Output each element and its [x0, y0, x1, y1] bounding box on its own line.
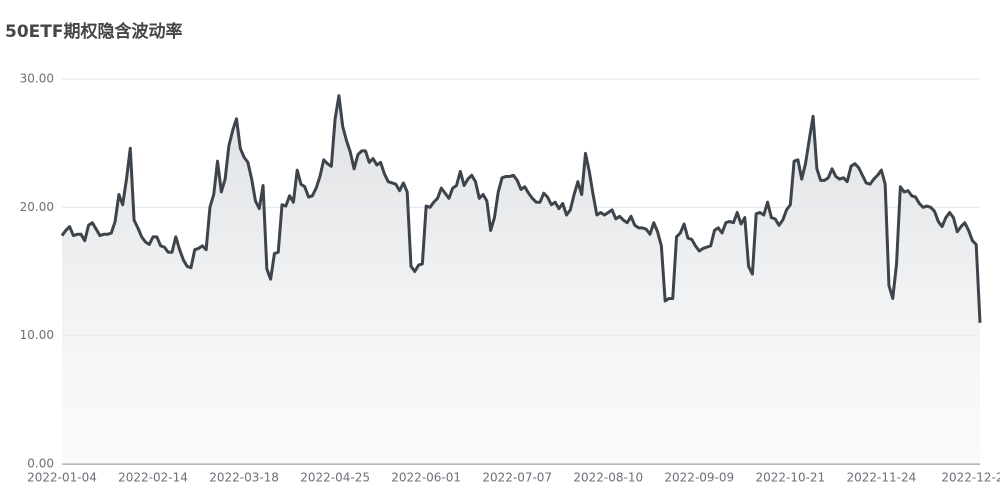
x-tick-label: 2022-02-14: [118, 471, 188, 485]
y-tick-label: 10.00: [20, 328, 54, 342]
y-tick-label: 0.00: [27, 457, 54, 471]
y-tick-label: 30.00: [20, 72, 54, 86]
x-tick-label: 2022-12-2: [941, 471, 1000, 485]
x-tick-label: 2022-03-18: [209, 471, 279, 485]
line: [60, 94, 982, 323]
x-tick-label: 2022-04-25: [300, 471, 370, 485]
x-tick-label: 2022-11-24: [846, 471, 916, 485]
y-tick-label: 20.00: [20, 200, 54, 214]
x-tick-label: 2022-07-07: [482, 471, 552, 485]
x-tick-label: 2022-10-21: [755, 471, 825, 485]
x-tick-label: 2022-06-01: [391, 471, 461, 485]
x-tick-label: 2022-08-10: [573, 471, 643, 485]
chart-title: 50ETF期权隐含波动率: [5, 21, 182, 42]
x-tick-label: 2022-01-04: [27, 471, 97, 485]
x-tick-label: 2022-09-09: [664, 471, 734, 485]
area: [62, 95, 980, 465]
